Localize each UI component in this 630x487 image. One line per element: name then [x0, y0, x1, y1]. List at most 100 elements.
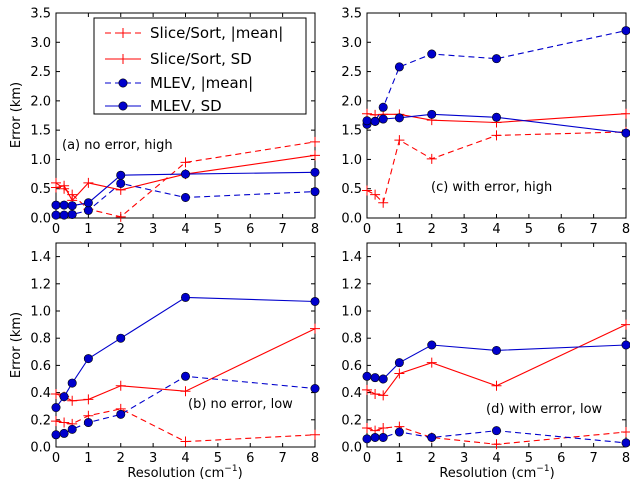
- data-point-mlev_mean: [427, 432, 437, 442]
- data-point-mlev_sd: [181, 292, 191, 302]
- x-tick-label: 2: [428, 451, 436, 466]
- y-tick-label: 3.0: [30, 36, 51, 51]
- y-tick-label: 0.0: [30, 441, 51, 456]
- y-tick-label: 1.4: [30, 250, 51, 265]
- y-tick-label: 1.0: [341, 305, 362, 320]
- y-tick-label: 0.8: [30, 332, 51, 347]
- x-tick-label: 4: [181, 451, 189, 466]
- data-point-slice_mean: [362, 185, 372, 196]
- data-point-mlev_sd: [59, 392, 69, 402]
- legend-label: MLEV, |mean|: [150, 74, 253, 92]
- data-point-mlev_mean: [491, 426, 501, 436]
- y-tick-label: 3.0: [341, 36, 362, 51]
- data-point-mlev_mean: [621, 438, 630, 448]
- x-tick-label: 0: [52, 451, 60, 466]
- y-axis-label: Error (km): [9, 312, 24, 378]
- x-tick-label: 6: [557, 222, 565, 237]
- data-point-slice_sd: [180, 386, 191, 397]
- data-point-mlev_sd: [621, 340, 630, 350]
- x-tick-label: 4: [492, 222, 500, 237]
- x-tick-label: 1: [395, 451, 403, 466]
- data-point-mlev_sd: [67, 378, 77, 388]
- data-point-mlev_mean: [67, 209, 77, 219]
- data-point-mlev_mean: [67, 424, 77, 434]
- data-point-slice_sd: [621, 319, 630, 330]
- data-point-slice_mean: [59, 417, 70, 428]
- y-tick-label: 1.0: [341, 153, 362, 168]
- data-point-mlev_sd: [310, 296, 320, 306]
- y-tick-label: 1.5: [30, 124, 51, 139]
- data-point-slice_sd: [51, 388, 61, 399]
- x-axis-label-close: ): [550, 466, 555, 481]
- data-point-mlev_sd: [491, 345, 501, 355]
- x-tick-label: 8: [622, 451, 630, 466]
- data-point-mlev_sd: [427, 340, 437, 350]
- data-point-slice_mean: [621, 427, 630, 438]
- legend-swatch-marker: [118, 78, 128, 88]
- y-tick-label: 2.0: [30, 94, 51, 109]
- data-point-mlev_sd: [370, 373, 380, 383]
- data-point-slice_sd: [426, 357, 437, 368]
- y-tick-label: 1.0: [30, 153, 51, 168]
- data-point-mlev_sd: [427, 109, 437, 119]
- x-tick-label: 5: [525, 222, 533, 237]
- x-tick-label: 8: [311, 222, 319, 237]
- data-point-mlev_sd: [310, 167, 320, 177]
- data-point-slice_sd: [51, 182, 61, 193]
- x-tick-label: 2: [428, 222, 436, 237]
- data-point-mlev_mean: [378, 432, 388, 442]
- data-point-mlev_mean: [83, 205, 93, 215]
- x-axis-label-superscript: −1: [536, 464, 549, 474]
- data-point-mlev_mean: [116, 178, 126, 188]
- data-point-mlev_sd: [83, 354, 93, 364]
- data-point-slice_mean: [394, 135, 405, 146]
- legend-box: [93, 17, 307, 115]
- x-tick-label: 1: [395, 222, 403, 237]
- data-point-slice_mean: [51, 416, 61, 427]
- data-point-slice_mean: [491, 130, 502, 141]
- chart-panel-1: 0 1 2 3 4 5 6 7 8 0.0 0.5 1.0 1.5 2.0 2.5 3.0 3.5 (a) no …: [30, 7, 320, 237]
- x-tick-label: 6: [246, 222, 254, 237]
- y-tick-label: 0.4: [341, 386, 362, 401]
- x-axis-label-main: Resolution (cm: [439, 466, 536, 481]
- data-point-mlev_mean: [310, 384, 320, 394]
- data-point-slice_sd: [394, 368, 405, 379]
- legend: Slice/Sort, |mean| Slice/Sort, SD MLEV, |m…: [93, 17, 307, 115]
- x-axis-label-superscript: −1: [224, 464, 237, 474]
- data-point-mlev_sd: [59, 200, 69, 210]
- data-point-mlev_mean: [362, 434, 372, 444]
- data-point-mlev_sd: [621, 128, 630, 138]
- y-tick-label: 2.0: [341, 94, 362, 109]
- x-tick-label: 3: [460, 222, 468, 237]
- y-tick-label: 0.5: [30, 182, 51, 197]
- data-point-slice_mean: [426, 153, 437, 164]
- x-tick-label: 6: [246, 451, 254, 466]
- data-point-slice_mean: [491, 439, 502, 450]
- x-axis-label-close: ): [238, 466, 243, 481]
- data-point-slice_sd: [59, 180, 70, 191]
- data-point-mlev_sd: [370, 116, 380, 126]
- panel-label: (b) no error, low: [188, 397, 293, 412]
- y-tick-label: 0.5: [341, 182, 362, 197]
- data-point-mlev_sd: [83, 198, 93, 208]
- y-tick-label: 3.5: [341, 7, 362, 22]
- chart-panel-4: 0 1 2 3 4 5 6 7 8 0.0 0.2 0.4 0.6 0.8 1.0 1.2 1.4 (d) wit…: [341, 242, 630, 466]
- x-tick-label: 7: [589, 222, 597, 237]
- x-axis-label: Resolution (cm−1): [127, 464, 242, 481]
- data-point-mlev_mean: [378, 102, 388, 112]
- data-point-mlev_sd: [394, 113, 404, 123]
- data-point-slice_sd: [83, 177, 94, 188]
- y-tick-label: 0.0: [341, 441, 362, 456]
- data-point-slice_mean: [180, 157, 191, 168]
- data-point-slice_sd: [310, 323, 320, 334]
- chart-panel-2: 0 1 2 3 4 5 6 7 8 0.0 0.5 1.0 1.5 2.0 2.5 3.0 3.5 (c) wit…: [341, 7, 630, 237]
- y-tick-label: 3.5: [30, 7, 51, 22]
- x-tick-label: 8: [622, 222, 630, 237]
- panel-label: (c) with error, high: [431, 180, 552, 195]
- x-tick-label: 0: [363, 451, 371, 466]
- legend-swatch-marker: [118, 101, 128, 111]
- x-tick-label: 2: [117, 451, 125, 466]
- y-tick-label: 0.0: [30, 212, 51, 227]
- data-point-mlev_mean: [51, 210, 61, 220]
- data-point-mlev_mean: [116, 409, 126, 419]
